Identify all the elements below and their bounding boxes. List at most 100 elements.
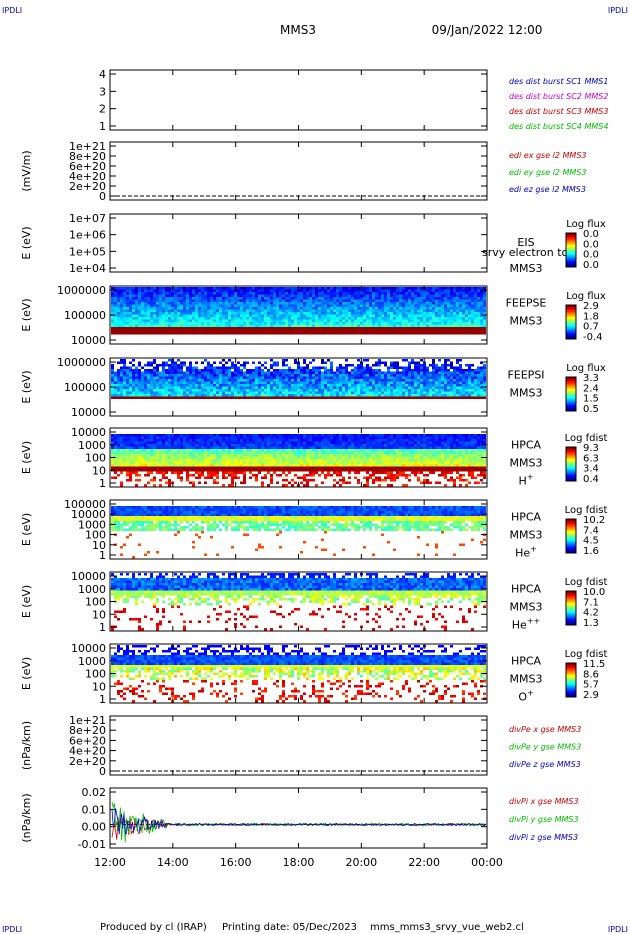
spectrogram-cell	[312, 374, 315, 377]
spectrogram-cell	[423, 299, 426, 302]
spectrogram-cell	[363, 396, 366, 399]
spectrogram-cell	[213, 396, 216, 399]
spectrogram-cell	[174, 309, 177, 312]
spectrogram-cell	[411, 294, 414, 297]
spectrogram-cell	[471, 309, 474, 312]
spectrogram-cell	[162, 324, 165, 327]
spectrogram-cell	[192, 391, 195, 394]
spectrogram-cell	[414, 302, 417, 305]
spectrogram-cell	[111, 287, 114, 290]
spectrogram-cell	[348, 389, 351, 392]
spectrogram-cell	[129, 441, 132, 444]
spectrogram-cell	[309, 299, 312, 302]
spectrogram-cell	[282, 317, 285, 320]
spectrogram-cell	[210, 469, 213, 472]
spectrogram-cell	[336, 317, 339, 320]
spectrogram-cell	[141, 389, 144, 392]
spectrogram-cell	[330, 297, 333, 300]
spectrogram-cell	[384, 287, 387, 290]
spectrogram-cell	[126, 329, 129, 332]
spectrogram-cell	[285, 371, 288, 374]
spectrogram-cell	[384, 364, 387, 367]
spectrogram-cell	[285, 299, 288, 302]
spectrogram-cell	[186, 384, 189, 387]
spectrogram-cell	[192, 366, 195, 369]
spectrogram-cell	[192, 314, 195, 317]
spectrogram-cell	[441, 309, 444, 312]
spectrogram-cell	[420, 319, 423, 322]
spectrogram-cell	[408, 302, 411, 305]
spectrogram-cell	[291, 369, 294, 372]
spectrogram-cell	[222, 461, 225, 464]
spectrogram-cell	[264, 384, 267, 387]
spectrogram-cell	[321, 317, 324, 320]
spectrogram-cell	[183, 444, 186, 447]
spectrogram-cell	[114, 451, 117, 454]
spectrogram-cell	[426, 389, 429, 392]
spectrogram-cell	[117, 309, 120, 312]
spectrogram-cell	[201, 376, 204, 379]
spectrogram-cell	[192, 292, 195, 295]
spectrogram-cell	[150, 446, 153, 449]
spectrogram-cell	[141, 292, 144, 295]
spectrogram-cell	[282, 327, 285, 330]
spectrogram-cell	[390, 324, 393, 327]
spectrogram-cell	[321, 371, 324, 374]
spectrogram-cell	[387, 381, 390, 384]
spectrogram-cell	[123, 317, 126, 320]
spectrogram-cell	[363, 299, 366, 302]
spectrogram-cell	[423, 389, 426, 392]
spectrogram-cell	[114, 386, 117, 389]
spectrogram-cell	[447, 391, 450, 394]
spectrogram-cell	[150, 396, 153, 399]
spectrogram-cell	[318, 309, 321, 312]
spectrogram-cell	[129, 434, 132, 437]
spectrogram-cell	[132, 312, 135, 315]
spectrogram-cell	[480, 297, 483, 300]
spectrogram-cell	[204, 464, 207, 467]
spectrogram-cell	[192, 294, 195, 297]
spectrogram-cell	[423, 292, 426, 295]
spectrogram-cell	[240, 292, 243, 295]
spectrogram-cell	[483, 376, 486, 379]
spectrogram-cell	[363, 302, 366, 305]
spectrogram-cell	[447, 376, 450, 379]
spectrogram-cell	[129, 309, 132, 312]
spectrogram-cell	[219, 287, 222, 290]
spectrogram-cell	[132, 332, 135, 335]
spectrogram-cell	[351, 386, 354, 389]
spectrogram-cell	[456, 309, 459, 312]
spectrogram-cell	[330, 386, 333, 389]
spectrogram-cell	[186, 474, 189, 477]
spectrogram-cell	[366, 366, 369, 369]
spectrogram-cell	[387, 317, 390, 320]
spectrogram-cell	[123, 361, 126, 364]
spectrogram-cell	[468, 381, 471, 384]
spectrogram-cell	[138, 454, 141, 457]
spectrogram-cell	[234, 319, 237, 322]
spectrogram-cell	[408, 287, 411, 290]
spectrogram-cell	[240, 332, 243, 335]
spectrogram-cell	[195, 292, 198, 295]
spectrogram-cell	[219, 439, 222, 442]
spectrogram-cell	[393, 312, 396, 315]
spectrogram-cell	[258, 366, 261, 369]
spectrogram-cell	[237, 332, 240, 335]
spectrogram-cell	[321, 396, 324, 399]
spectrogram-cell	[342, 376, 345, 379]
spectrogram-cell	[210, 459, 213, 462]
spectrogram-cell	[402, 381, 405, 384]
spectrogram-cell	[432, 394, 435, 397]
spectrogram-cell	[291, 297, 294, 300]
spectrogram-cell	[447, 309, 450, 312]
spectrogram-cell	[141, 297, 144, 300]
spectrogram-cell	[156, 312, 159, 315]
spectrogram-cell	[471, 364, 474, 367]
spectrogram-cell	[471, 371, 474, 374]
spectrogram-cell	[384, 317, 387, 320]
spectrogram-cell	[249, 384, 252, 387]
spectrogram-cell	[120, 459, 123, 462]
spectrogram-cell	[429, 299, 432, 302]
spectrogram-cell	[165, 459, 168, 462]
spectrogram-cell	[357, 379, 360, 382]
